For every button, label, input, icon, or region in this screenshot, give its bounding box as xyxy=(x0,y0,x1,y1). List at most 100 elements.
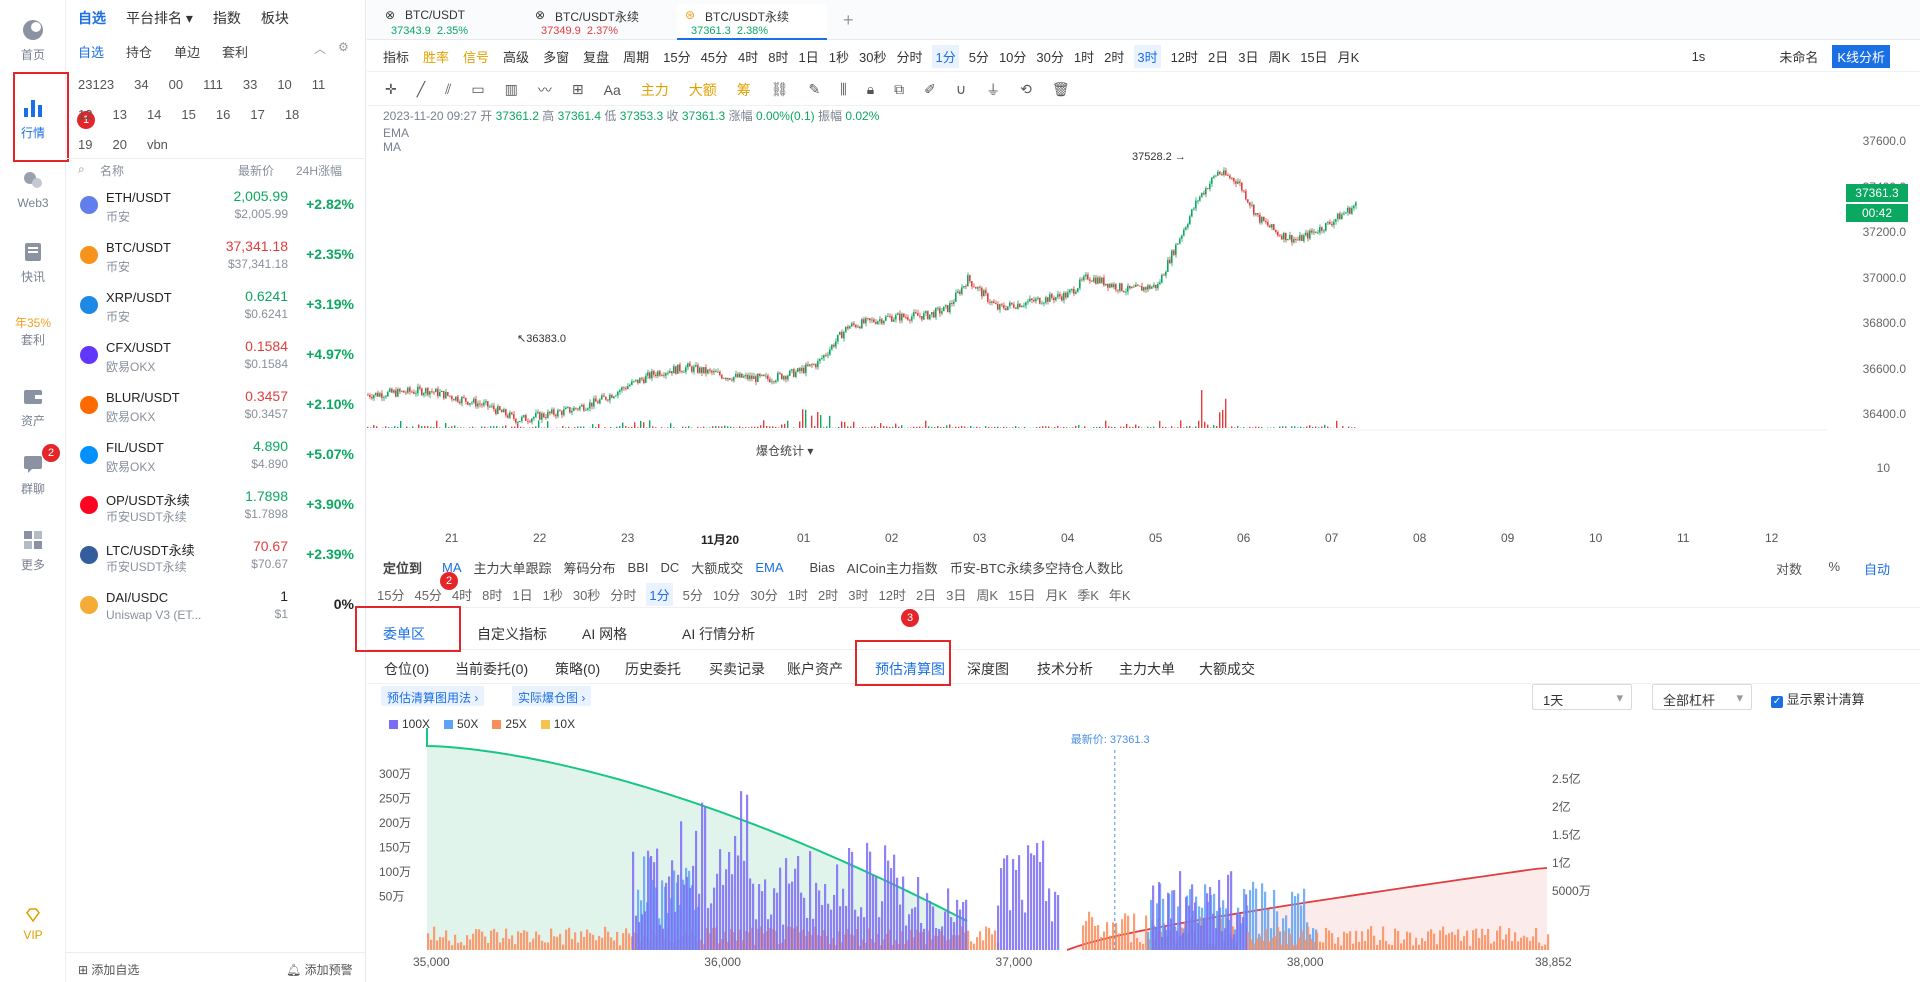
magnet-icon[interactable]: ∪ xyxy=(955,81,967,97)
pen-icon[interactable]: ✎ xyxy=(808,81,821,97)
period-item[interactable]: 5分 xyxy=(682,588,703,603)
toolbar-item[interactable]: 指标 xyxy=(383,50,410,65)
ticker-row[interactable]: BLUR/USDT 欧易OKX 0.3457 $0.3457 +2.10% xyxy=(66,382,366,432)
period-item[interactable]: 2时 xyxy=(1104,50,1125,65)
legend-100x[interactable]: 100X xyxy=(389,717,430,731)
toolbar-item[interactable]: 胜率 xyxy=(423,50,450,65)
ticker-row[interactable]: OP/USDT永续 币安USDT永续 1.7898 $1.7898 +3.90% xyxy=(66,482,366,532)
nav-home[interactable]: 首页 xyxy=(0,18,66,63)
group-item[interactable]: 23123 xyxy=(78,77,115,92)
period-item[interactable]: 30分 xyxy=(750,588,778,603)
group-item[interactable]: vbn xyxy=(146,137,168,152)
close-icon[interactable]: ⊗ xyxy=(385,8,396,22)
ticker-row[interactable]: FIL/USDT 欧易OKX 4.890 $4.890 +5.07% xyxy=(66,432,366,482)
panel-tab[interactable]: AI 行情分析 xyxy=(682,626,756,642)
symbol-tab-2[interactable]: ⊗ BTC/USDT永续 37349.9 2.37% xyxy=(527,4,677,40)
add-watch-button[interactable]: ⊞ 添加自选 xyxy=(78,963,140,977)
nav-more[interactable]: 更多 xyxy=(0,528,66,573)
nav-market[interactable]: 行情 xyxy=(0,96,66,141)
tab-ranking[interactable]: 平台排名 ▾ xyxy=(126,10,193,26)
period-item[interactable]: 分时 xyxy=(896,50,923,65)
group-item[interactable]: 10 xyxy=(277,77,292,92)
ticker-row[interactable]: DAI/USDC Uniswap V3 (ET... 1 $1 0% xyxy=(66,582,366,632)
toolbar-item[interactable]: 高级 xyxy=(503,50,530,65)
order-sub-tab[interactable]: 预估清算图 xyxy=(875,661,945,677)
indicator-item[interactable]: AICoin主力指数 xyxy=(846,560,938,576)
panel-tab[interactable]: 自定义指标 xyxy=(477,626,547,642)
link-icon[interactable]: ⛓ xyxy=(770,81,789,97)
indicator-item[interactable]: 主力大单跟踪 xyxy=(473,560,552,576)
refresh-rate[interactable]: 1s xyxy=(1691,49,1706,64)
liq-usage-chip[interactable]: 预估清算图用法 › xyxy=(381,686,485,706)
collapse-icon[interactable]: ︿ xyxy=(314,42,327,56)
order-sub-tab[interactable]: 大额成交 xyxy=(1199,661,1255,677)
period-item[interactable]: 8时 xyxy=(768,50,789,65)
group-item[interactable]: 34 xyxy=(134,77,149,92)
order-sub-tab[interactable]: 历史委托 xyxy=(625,661,681,677)
group-item[interactable]: 17 xyxy=(250,107,265,122)
rect-icon[interactable]: ▭ xyxy=(471,81,485,97)
group-item[interactable]: 00 xyxy=(168,77,184,92)
period-item[interactable]: 15分 xyxy=(377,588,405,603)
period-item[interactable]: 3日 xyxy=(946,588,967,603)
symbol-tab-3-active[interactable]: ⊛ BTC/USDT永续 37361.3 2.38% xyxy=(677,4,827,40)
panel-tab[interactable]: AI 网格 xyxy=(582,626,628,642)
period-item[interactable]: 12时 xyxy=(878,588,906,603)
symbol-tab-1[interactable]: ⊗ BTC/USDT 37343.9 2.35% xyxy=(377,4,527,40)
kline-chart[interactable]: 37528.2 → ↖36383.0 xyxy=(367,130,1827,530)
period-item[interactable]: 3时 xyxy=(1134,45,1161,68)
nav-chat[interactable]: 群聊 2 xyxy=(0,444,66,497)
indicator-item[interactable]: Bias xyxy=(809,559,835,575)
note-icon[interactable]: ✐ xyxy=(924,81,936,97)
period-item[interactable]: 30分 xyxy=(1036,50,1064,65)
period-item[interactable]: 2日 xyxy=(1208,50,1229,65)
tab-index[interactable]: 指数 xyxy=(212,10,241,26)
percent-scale-button[interactable]: % xyxy=(1828,559,1840,574)
group-item[interactable]: 14 xyxy=(146,107,162,122)
period-item[interactable]: 2日 xyxy=(915,588,937,603)
col-change[interactable]: 24H涨幅 xyxy=(296,164,343,178)
ma-label[interactable]: MA xyxy=(383,140,401,154)
main-force-button[interactable]: 主力 xyxy=(640,81,669,98)
indicator-item[interactable]: EMA xyxy=(755,559,784,575)
period-item[interactable]: 3时 xyxy=(848,588,869,603)
layout-name[interactable]: 未命名 xyxy=(1779,50,1819,65)
auto-scale-button[interactable]: 自动 xyxy=(1863,562,1890,577)
indicator-item[interactable]: BBI xyxy=(627,559,649,575)
period-item[interactable]: 3日 xyxy=(1238,50,1259,65)
tab-sector[interactable]: 板块 xyxy=(260,10,289,26)
add-tab-icon[interactable]: + xyxy=(843,10,854,30)
fib-icon[interactable]: ▥ xyxy=(504,81,518,97)
period-item[interactable]: 10分 xyxy=(712,588,741,603)
period-item[interactable]: 分时 xyxy=(610,588,637,603)
text-icon[interactable]: Aa xyxy=(603,81,621,98)
close-icon[interactable]: ⊗ xyxy=(535,8,546,22)
indicator-item[interactable]: 币安-BTC永续多空持仓人数比 xyxy=(949,560,1124,576)
toolbar-item[interactable]: 复盘 xyxy=(583,50,610,65)
period-item[interactable]: 15日 xyxy=(1008,588,1036,603)
period-item[interactable]: 1分 xyxy=(932,45,959,68)
ticker-row[interactable]: CFX/USDT 欧易OKX 0.1584 $0.1584 +4.97% xyxy=(66,332,366,382)
ticker-row[interactable]: XRP/USDT 币安 0.6241 $0.6241 +3.19% xyxy=(66,282,366,332)
group-item[interactable]: 13 xyxy=(112,107,127,122)
order-sub-tab[interactable]: 仓位(0) xyxy=(384,661,430,677)
period-item[interactable]: 45分 xyxy=(700,50,729,65)
group-item[interactable]: 12 xyxy=(78,107,93,122)
indicator-item[interactable]: 大额成交 xyxy=(691,560,744,576)
chip-button[interactable]: 筹 xyxy=(736,81,751,98)
group-item[interactable]: 33 xyxy=(242,77,258,92)
period-item[interactable]: 周K xyxy=(1268,50,1291,65)
ticker-row[interactable]: ETH/USDT 币安 2,005.99 $2,005.99 +2.82% xyxy=(66,182,366,232)
nav-web3[interactable]: Web3 xyxy=(0,168,66,210)
period-select[interactable]: 1天 ▾ xyxy=(1532,684,1632,710)
settings-icon[interactable]: ⚙ xyxy=(338,40,349,54)
nav-assets[interactable]: 资产 xyxy=(0,384,66,429)
col-price[interactable]: 最新价 xyxy=(238,164,275,178)
order-sub-tab[interactable]: 策略(0) xyxy=(555,661,601,677)
nav-news[interactable]: 快讯 xyxy=(0,240,66,285)
leverage-select[interactable]: 全部杠杆 ▾ xyxy=(1652,684,1752,710)
period-item[interactable]: 1时 xyxy=(1073,50,1095,65)
toolbar-item[interactable]: 信号 xyxy=(463,50,490,65)
order-sub-tab[interactable]: 技术分析 xyxy=(1037,661,1093,677)
indicator-item[interactable]: 筹码分布 xyxy=(563,560,616,576)
